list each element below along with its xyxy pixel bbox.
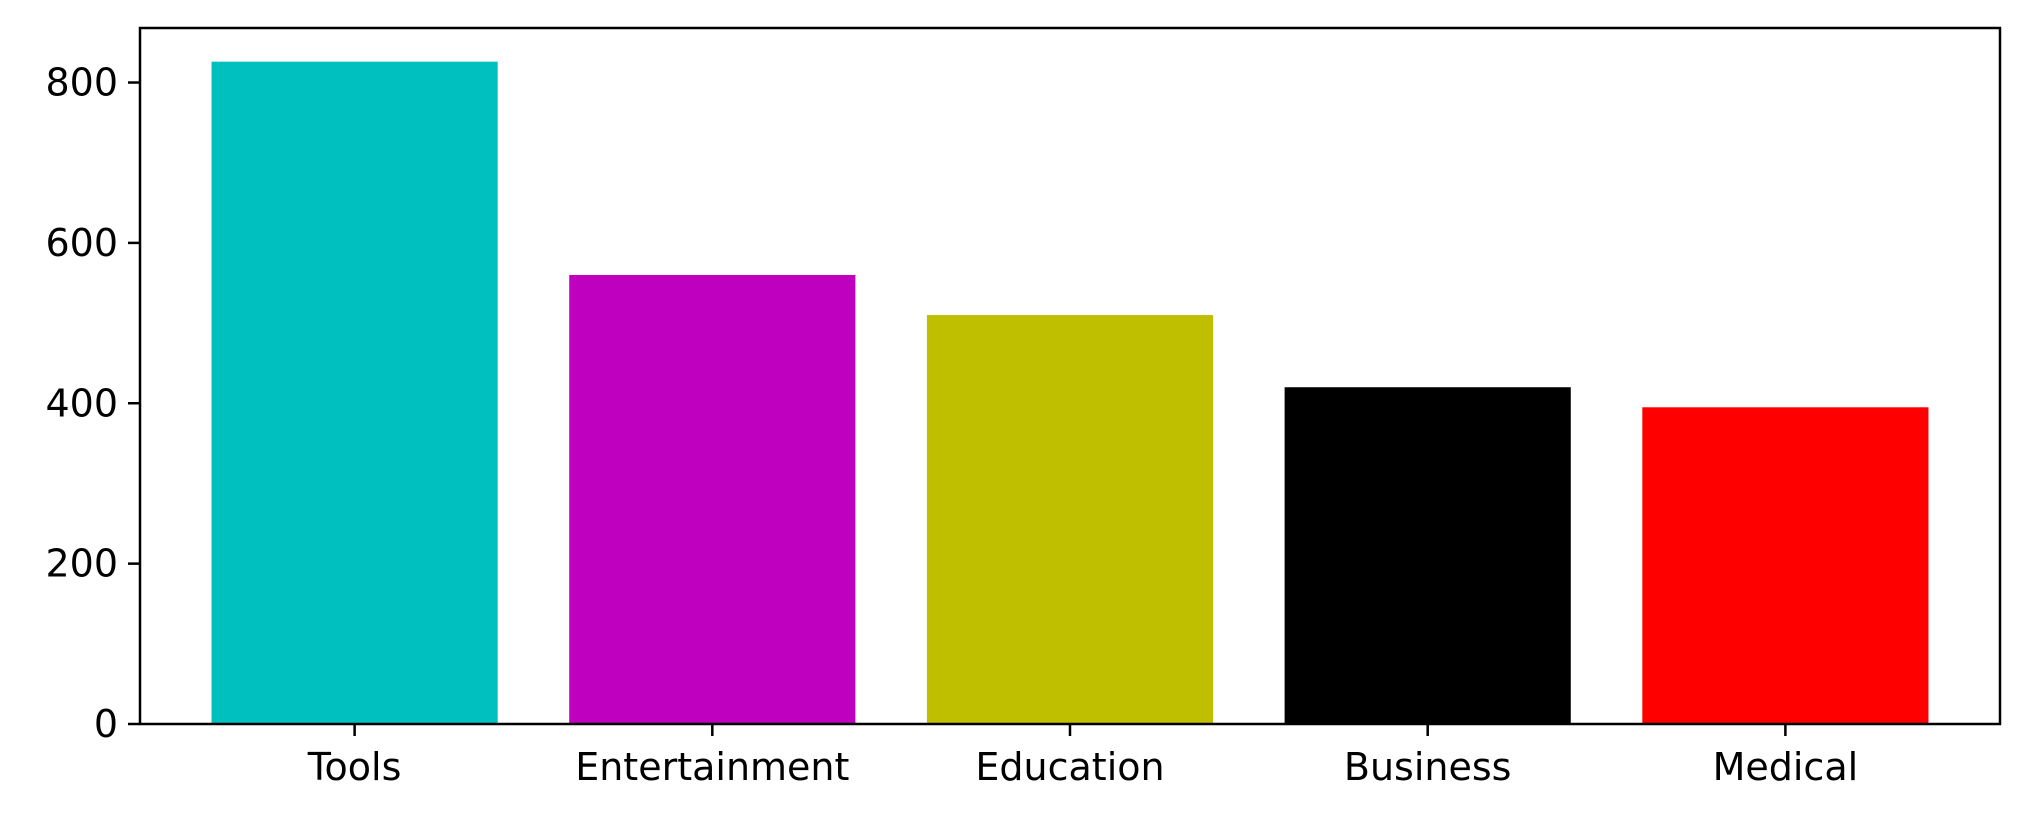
y-tick-label-800: 800 [45, 61, 118, 105]
y-tick-label-0: 0 [94, 702, 118, 746]
y-tick-label-200: 200 [45, 542, 118, 586]
bars-group [211, 61, 1929, 724]
bar-medical [1642, 407, 1929, 724]
x-tick-label-business: Business [1344, 745, 1512, 789]
x-tick-label-education: Education [975, 745, 1164, 789]
x-tick-label-entertainment: Entertainment [575, 745, 849, 789]
x-axis: Tools Entertainment Education Business Medic… [307, 724, 1858, 789]
bar-tools [211, 61, 498, 724]
x-tick-label-medical: Medical [1713, 745, 1859, 789]
y-axis: 0 200 400 600 800 [45, 61, 140, 746]
bar-business [1284, 387, 1571, 724]
x-tick-label-tools: Tools [307, 745, 402, 789]
y-tick-label-400: 400 [45, 381, 118, 425]
bar-entertainment [569, 274, 856, 724]
y-tick-label-600: 600 [45, 221, 118, 265]
plot-frame [138, 26, 2002, 726]
bar-education [926, 315, 1214, 724]
